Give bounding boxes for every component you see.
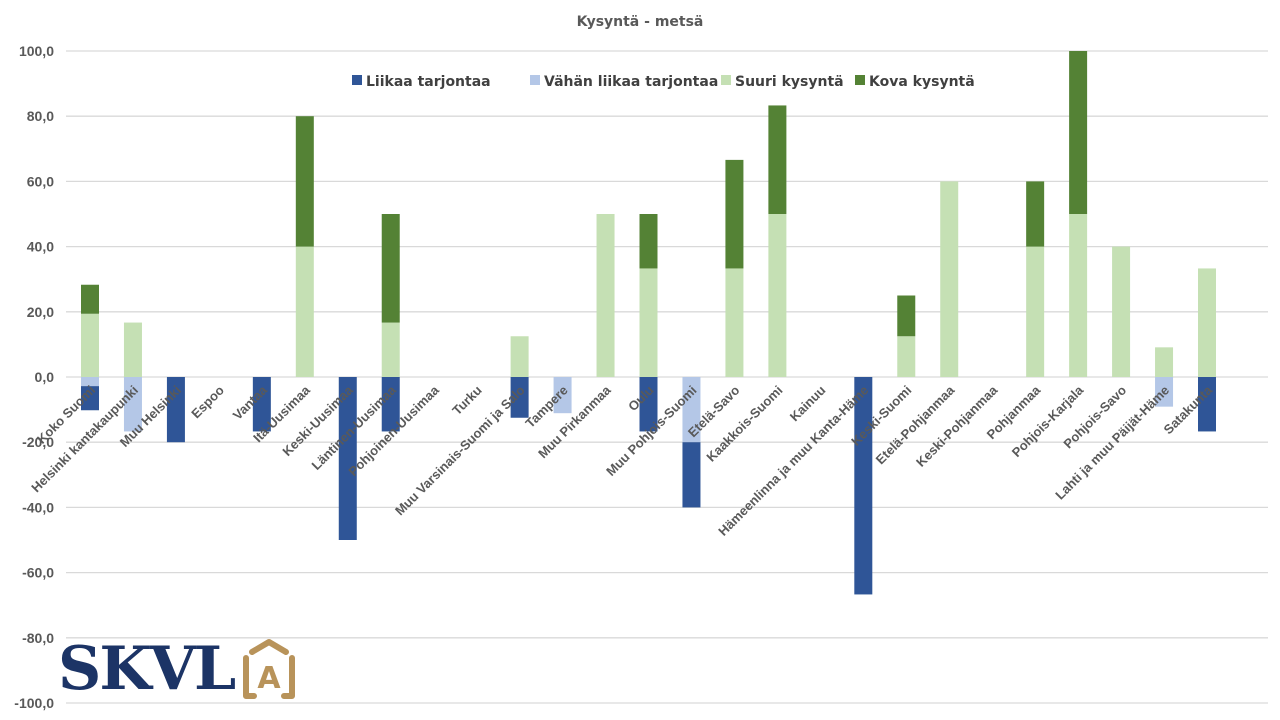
house-a-icon: A [243, 639, 296, 699]
x-tick-label: Etelä-Pohjanmaa [873, 382, 958, 467]
x-tick-label: Keski-Pohjanmaa [913, 382, 1001, 470]
y-tick-label: 60,0 [27, 173, 54, 189]
bar-suuri-kysynt- [1112, 246, 1131, 377]
legend: Liikaa tarjontaa Vähän liikaa tarjontaa Su… [352, 74, 975, 90]
bar-v-h-n-liikaa-tarjontaa [1155, 377, 1174, 407]
x-tick-label: Turku [449, 382, 485, 418]
bar-liikaa-tarjontaa [252, 377, 271, 432]
bar-liikaa-tarjontaa [854, 377, 873, 595]
logo-mark-letter: A [258, 661, 282, 696]
bar-kova-kysynt- [1069, 51, 1088, 214]
legend-swatch [721, 75, 731, 85]
bar-suuri-kysynt- [897, 336, 916, 377]
y-tick-label: 40,0 [27, 239, 54, 255]
bar-suuri-kysynt- [940, 181, 959, 377]
legend-swatch [530, 75, 540, 85]
bar-kova-kysynt- [295, 116, 314, 247]
x-tick-label: Kaakkois-Suomi [703, 383, 785, 465]
legend-label: Kova kysyntä [869, 74, 975, 90]
y-tick-label: 0,0 [35, 369, 55, 385]
y-tick-label: 100,0 [19, 43, 54, 59]
y-tick-label: -20,0 [22, 434, 54, 450]
bar-suuri-kysynt- [725, 268, 744, 377]
bar-suuri-kysynt- [295, 246, 314, 377]
x-tick-label: Espoo [188, 382, 227, 421]
bar-suuri-kysynt- [596, 214, 615, 377]
bar-liikaa-tarjontaa [682, 442, 701, 508]
bar-liikaa-tarjontaa [81, 386, 99, 411]
legend-label: Liikaa tarjontaa [366, 74, 491, 90]
bar-kova-kysynt- [897, 295, 916, 337]
bar-suuri-kysynt- [768, 214, 787, 377]
bar-kova-kysynt- [639, 214, 658, 269]
bar-suuri-kysynt- [1155, 347, 1174, 377]
bar-suuri-kysynt- [1198, 268, 1216, 377]
bar-suuri-kysynt- [639, 268, 658, 377]
gridlines [66, 50, 1268, 704]
y-tick-label: -60,0 [22, 565, 54, 581]
bar-suuri-kysynt- [1069, 214, 1088, 377]
logo-text: SKVL [58, 634, 236, 704]
x-tick-label: Muu Pirkanmaa [535, 382, 614, 461]
bar-liikaa-tarjontaa [639, 377, 658, 432]
bar-liikaa-tarjontaa [166, 377, 185, 443]
bar-v-h-n-liikaa-tarjontaa [123, 377, 142, 432]
bar-v-h-n-liikaa-tarjontaa [81, 377, 99, 387]
legend-swatch [855, 75, 865, 85]
y-tick-label: -100,0 [14, 695, 54, 711]
bar-suuri-kysynt- [510, 336, 529, 377]
bar-suuri-kysynt- [381, 322, 400, 377]
bar-suuri-kysynt- [81, 313, 99, 377]
x-tick-label: Kainuu [787, 382, 829, 424]
skvl-logo: SKVL A [58, 636, 300, 702]
y-tick-label: 80,0 [27, 108, 54, 124]
bar-kova-kysynt- [1026, 181, 1045, 247]
legend-label: Vähän liikaa tarjontaa [544, 74, 718, 90]
bar-liikaa-tarjontaa [338, 377, 357, 540]
bar-suuri-kysynt- [1026, 246, 1045, 377]
legend-label: Suuri kysyntä [735, 74, 844, 90]
legend-swatch [352, 75, 362, 85]
y-tick-label: 20,0 [27, 304, 54, 320]
y-tick-label: -40,0 [22, 499, 54, 515]
bar-suuri-kysynt- [123, 322, 142, 377]
bar-kova-kysynt- [381, 214, 400, 323]
y-axis-ticks: 100,0 80,0 60,0 40,0 20,0 0,0 -20,0 -40,0 -60,0 -… [14, 43, 54, 711]
bar-v-h-n-liikaa-tarjontaa [682, 377, 701, 443]
y-tick-label: -80,0 [22, 630, 54, 646]
bars [81, 51, 1216, 595]
bar-v-h-n-liikaa-tarjontaa [553, 377, 572, 414]
bar-liikaa-tarjontaa [1198, 377, 1216, 432]
chart-title: Kysyntä - metsä [577, 14, 704, 30]
bar-kova-kysynt- [81, 284, 99, 314]
bar-liikaa-tarjontaa [510, 377, 529, 418]
bar-liikaa-tarjontaa [381, 377, 400, 432]
bar-kova-kysynt- [768, 105, 787, 214]
bar-kova-kysynt- [725, 159, 744, 269]
